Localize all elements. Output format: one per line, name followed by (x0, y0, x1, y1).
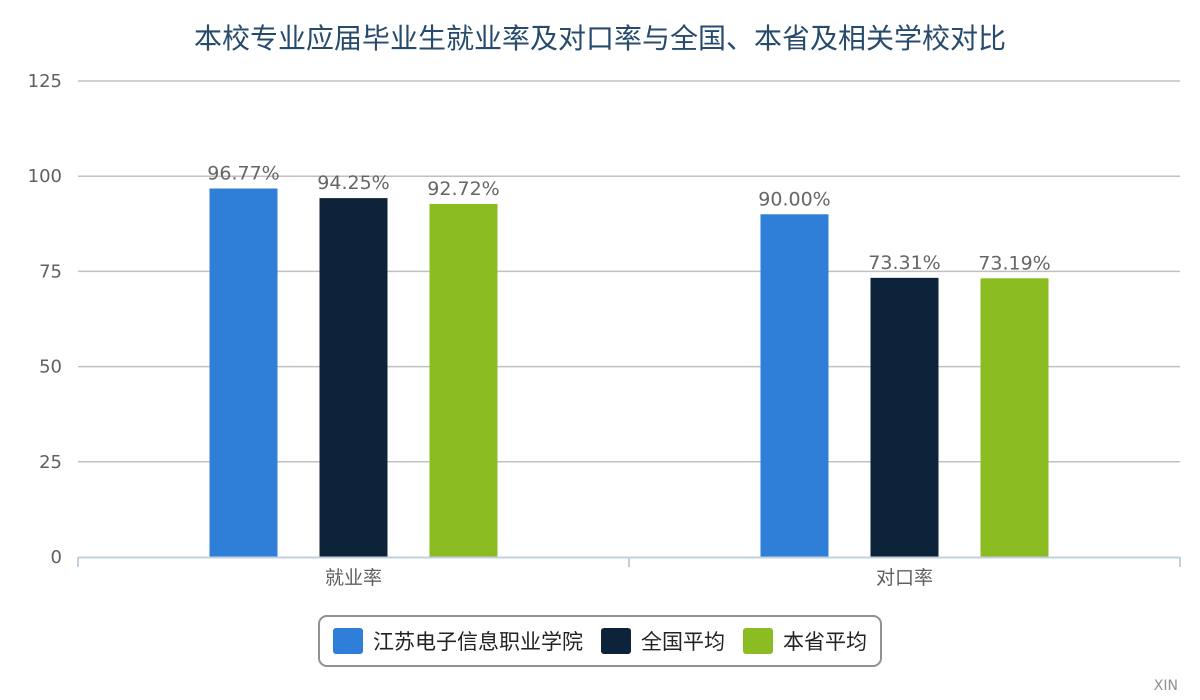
legend[interactable]: 江苏电子信息职业学院 全国平均 本省平均 (318, 615, 882, 667)
legend-label: 本省平均 (783, 630, 867, 654)
y-tick-label: 100 (28, 166, 62, 187)
legend-box (318, 615, 882, 667)
legend-item[interactable]: 全国平均 (601, 628, 725, 654)
bar[interactable] (209, 188, 278, 557)
legend-item[interactable]: 本省平均 (743, 628, 867, 654)
data-label: 73.31% (868, 252, 940, 274)
legend-swatch (333, 628, 363, 654)
y-tick-label: 125 (28, 71, 62, 92)
bar[interactable] (980, 278, 1049, 557)
x-category-label: 就业率 (325, 567, 382, 589)
data-labels: 96.77% 94.25% 92.72% 90.00% 73.31% 73.19% (207, 162, 1050, 274)
legend-swatch (743, 628, 773, 654)
y-tick-label: 25 (39, 452, 62, 473)
data-label: 96.77% (207, 162, 279, 184)
data-label: 92.72% (427, 178, 499, 200)
bar[interactable] (319, 198, 388, 557)
data-label: 73.19% (978, 252, 1050, 274)
y-tick-label: 50 (39, 357, 62, 378)
bar[interactable] (870, 277, 939, 557)
y-tick-label: 75 (39, 261, 62, 282)
legend-swatch (601, 628, 631, 654)
legend-item[interactable]: 江苏电子信息职业学院 (333, 628, 583, 654)
bars (209, 188, 1049, 557)
data-label: 90.00% (758, 188, 830, 210)
y-axis-ticks: 0 25 50 75 100 125 (28, 71, 62, 568)
x-category-label: 对口率 (876, 567, 933, 589)
chart-title: 本校专业应届毕业生就业率及对口率与全国、本省及相关学校对比 (194, 22, 1006, 55)
y-tick-label: 0 (51, 547, 62, 568)
bar[interactable] (429, 203, 498, 557)
legend-label: 全国平均 (641, 630, 725, 654)
x-axis: 就业率 对口率 (77, 556, 1181, 589)
legend-label: 江苏电子信息职业学院 (373, 630, 583, 654)
bar[interactable] (760, 214, 829, 557)
credit-text[interactable]: XIN (1154, 678, 1178, 694)
data-label: 94.25% (317, 172, 389, 194)
